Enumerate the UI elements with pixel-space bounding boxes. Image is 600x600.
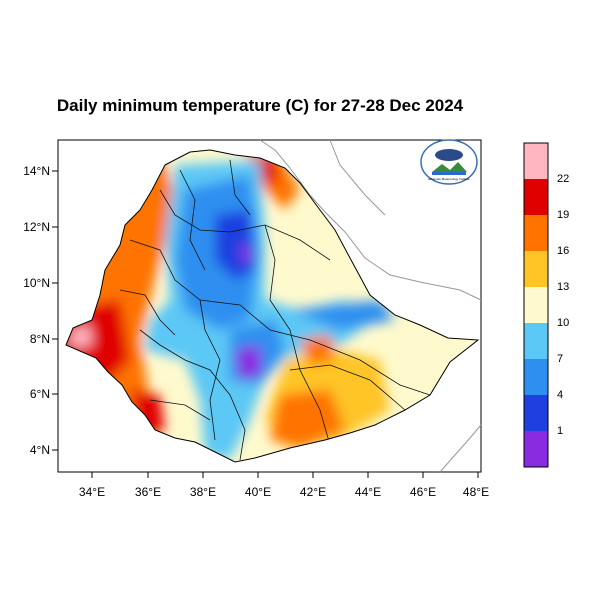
colorbar-segment <box>524 251 548 287</box>
y-tick-label: 14°N <box>23 164 50 178</box>
colorbar-label: 16 <box>557 245 569 257</box>
colorbar-segment <box>524 359 548 395</box>
colorbar-segment <box>524 287 548 323</box>
y-tick-label: 6°N <box>30 387 50 401</box>
colorbar-segment <box>524 143 548 179</box>
warm-east-pocket <box>300 335 335 365</box>
colorbar-frame <box>523 142 549 468</box>
institute-logo: Ethiopian Meteorology Institute <box>420 139 478 185</box>
hottest-pocket <box>70 325 92 348</box>
admin-boundaries <box>119 159 431 461</box>
x-tick-label: 42°E <box>300 485 326 499</box>
y-tick-label: 12°N <box>23 220 50 234</box>
y-tick-label: 4°N <box>30 443 50 457</box>
cold-east-zone <box>290 300 395 330</box>
very-cold-highlands-zone <box>215 210 255 280</box>
colorbar-label: 4 <box>557 389 563 401</box>
colorbar-labels: 1 4 7 10 13 16 19 22 <box>557 173 569 437</box>
x-tick-label: 34°E <box>79 485 105 499</box>
y-tick-label: 10°N <box>23 276 50 290</box>
coldest-bale-pocket <box>235 345 262 380</box>
x-tick-label: 40°E <box>245 485 271 499</box>
x-tick-label: 38°E <box>190 485 216 499</box>
somalia-coast <box>439 424 482 473</box>
red-sea-coastline <box>259 139 482 301</box>
x-tick-label: 46°E <box>410 485 436 499</box>
warm-south-zone <box>270 390 345 448</box>
colorbar-segment <box>524 179 548 215</box>
colorbar-segment <box>524 323 548 359</box>
x-tick-label: 48°E <box>463 485 489 499</box>
x-tick-label: 36°E <box>135 485 161 499</box>
y-axis: 4°N 6°N 8°N 10°N 12°N 14°N <box>23 164 58 457</box>
arabian-coast <box>329 139 386 216</box>
colorbar-segment <box>524 431 548 467</box>
x-tick-label: 44°E <box>355 485 381 499</box>
map-title: Daily minimum temperature (C) for 27-28 … <box>56 96 464 115</box>
colorbar-label: 13 <box>557 281 569 293</box>
colorbar <box>523 142 549 468</box>
x-axis: 34°E 36°E 38°E 40°E 42°E 44°E 46°E 48°E <box>79 472 489 499</box>
colorbar-label: 7 <box>557 353 563 365</box>
colorbar-label: 19 <box>557 209 569 221</box>
colorbar-label: 22 <box>557 173 569 185</box>
colorbar-segment <box>524 215 548 251</box>
colorbar-label: 10 <box>557 317 569 329</box>
colorbar-label: 1 <box>557 425 563 437</box>
colorbar-segment <box>524 395 548 431</box>
coldest-north-pocket <box>240 245 252 262</box>
y-tick-label: 8°N <box>30 332 50 346</box>
logo-caption: Ethiopian Meteorology Institute <box>428 177 470 181</box>
neighbour-borders <box>259 139 482 473</box>
